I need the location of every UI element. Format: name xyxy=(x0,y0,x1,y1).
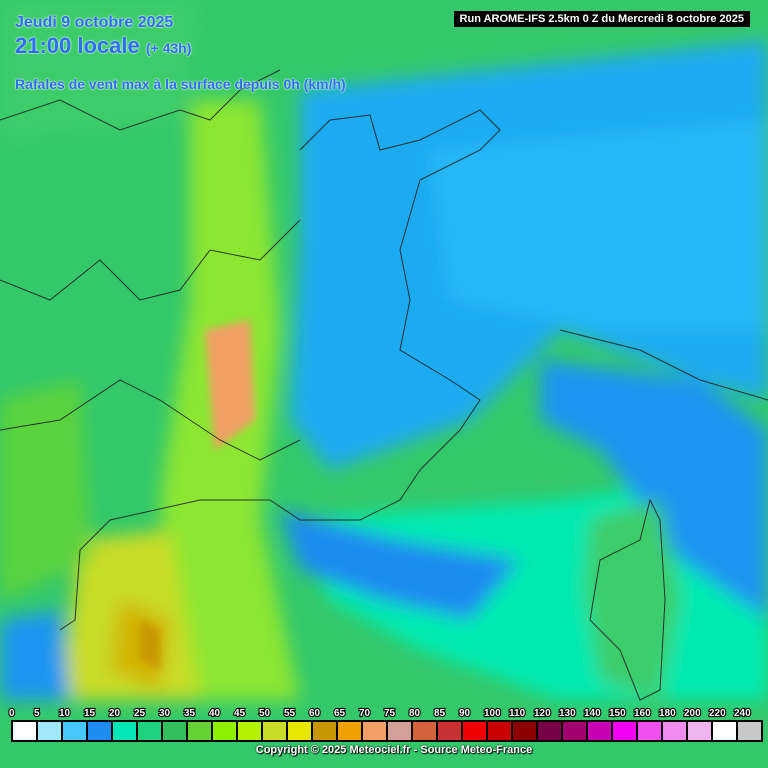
legend-label: 60 xyxy=(309,708,321,719)
forecast-date: Jeudi 9 octobre 2025 xyxy=(15,14,174,31)
legend-swatch xyxy=(362,721,387,741)
legend-label: 5 xyxy=(34,708,40,719)
legend-label: 40 xyxy=(209,708,221,719)
legend-swatch xyxy=(712,721,737,741)
legend-swatch xyxy=(537,721,562,741)
legend-label: 70 xyxy=(359,708,371,719)
legend-label: 25 xyxy=(134,708,146,719)
legend-swatch xyxy=(312,721,337,741)
legend-swatch xyxy=(137,721,162,741)
legend-swatch xyxy=(612,721,637,741)
legend-swatch xyxy=(387,721,412,741)
lead-time: (+ 43h) xyxy=(145,40,192,56)
legend-label: 150 xyxy=(609,708,626,719)
legend-label: 120 xyxy=(534,708,551,719)
legend-label: 200 xyxy=(684,708,701,719)
legend-label: 75 xyxy=(384,708,396,719)
legend-swatch xyxy=(412,721,437,741)
legend: 0 5 10 15 20 25 30 35 40 45 50 55 60 65 70 75 80 85 90 100 1… xyxy=(8,707,763,742)
legend-label: 160 xyxy=(634,708,651,719)
legend-swatch xyxy=(462,721,487,741)
legend-swatch xyxy=(212,721,237,741)
legend-label: 90 xyxy=(459,708,471,719)
legend-swatch xyxy=(37,721,62,741)
legend-label: 240 xyxy=(734,708,751,719)
time: 21:00 locale xyxy=(15,33,140,58)
legend-swatch xyxy=(62,721,87,741)
forecast-time: 21:00 locale (+ 43h) xyxy=(15,33,191,59)
legend-label: 55 xyxy=(284,708,296,719)
legend-label: 15 xyxy=(84,708,96,719)
legend-label: 80 xyxy=(409,708,421,719)
legend-label: 10 xyxy=(59,708,71,719)
copyright: Copyright © 2025 Meteociel.fr - Source M… xyxy=(255,744,533,756)
legend-swatch xyxy=(12,721,37,741)
legend-swatch xyxy=(512,721,537,741)
legend-swatch xyxy=(587,721,612,741)
legend-label: 110 xyxy=(509,708,526,719)
legend-label: 50 xyxy=(259,708,271,719)
legend-swatch xyxy=(662,721,687,741)
legend-label: 30 xyxy=(159,708,171,719)
legend-label: 20 xyxy=(109,708,121,719)
parameter: Rafales de vent max à la surface depuis … xyxy=(15,76,346,92)
legend-swatch xyxy=(737,721,762,741)
legend-label: 100 xyxy=(484,708,501,719)
legend-swatch xyxy=(87,721,112,741)
legend-swatch xyxy=(637,721,662,741)
legend-label: 220 xyxy=(709,708,726,719)
legend-swatch xyxy=(162,721,187,741)
legend-swatch xyxy=(187,721,212,741)
legend-label: 35 xyxy=(184,708,196,719)
legend-label: 45 xyxy=(234,708,246,719)
legend-swatch xyxy=(687,721,712,741)
legend-label: 180 xyxy=(659,708,676,719)
legend-swatch xyxy=(262,721,287,741)
legend-label: 0 xyxy=(9,708,15,719)
legend-swatch xyxy=(237,721,262,741)
legend-label: 140 xyxy=(584,708,601,719)
legend-swatch xyxy=(487,721,512,741)
run-info: Run AROME-IFS 2.5km 0 Z du Mercredi 8 oc… xyxy=(453,11,750,27)
legend-swatch xyxy=(562,721,587,741)
legend-swatch xyxy=(437,721,462,741)
legend-label: 130 xyxy=(559,708,576,719)
legend-swatch xyxy=(337,721,362,741)
legend-label: 85 xyxy=(434,708,446,719)
legend-swatch xyxy=(287,721,312,741)
legend-label: 65 xyxy=(334,708,346,719)
legend-swatch xyxy=(112,721,137,741)
